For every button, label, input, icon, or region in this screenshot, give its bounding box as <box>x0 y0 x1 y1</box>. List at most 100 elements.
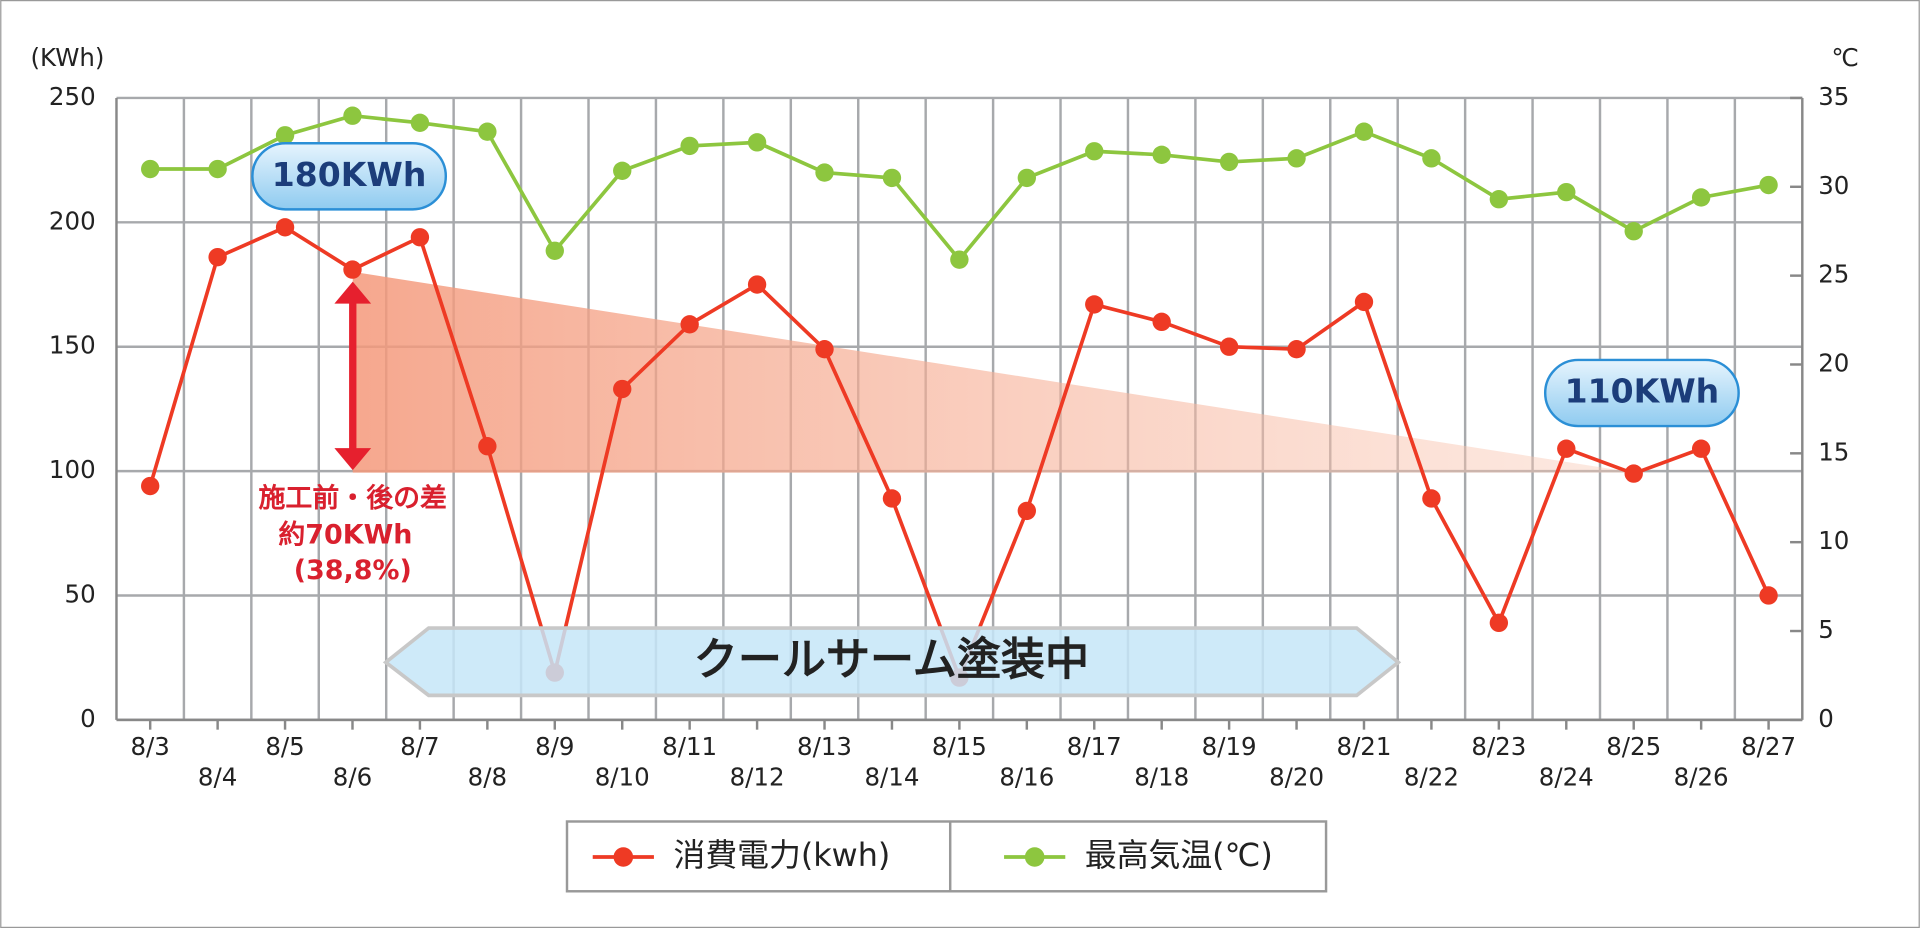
x-tick-label: 8/14 <box>864 763 919 792</box>
x-tick-label: 8/16 <box>999 763 1054 792</box>
diff-value: 約70KWh <box>278 519 412 551</box>
data-point <box>1354 292 1374 312</box>
callout-after <box>1543 358 1740 428</box>
y-tick-label: 100 <box>49 455 96 484</box>
y2-tick-label: 35 <box>1818 82 1849 111</box>
y2-tick-label: 20 <box>1818 348 1849 377</box>
data-point <box>1422 489 1441 508</box>
data-point <box>343 260 362 279</box>
data-point <box>478 437 497 456</box>
data-point <box>1691 188 1711 207</box>
data-point <box>815 163 834 182</box>
diff-title: 施工前・後の差 <box>259 482 447 514</box>
y-tick-label: 150 <box>49 331 96 360</box>
callout-text: 110KWh <box>1565 371 1720 410</box>
x-tick-label: 8/11 <box>662 732 717 761</box>
data-point <box>545 241 564 260</box>
data-point <box>1624 222 1643 241</box>
data-point <box>1691 439 1711 458</box>
y-tick-label: 50 <box>65 579 96 608</box>
data-point <box>1085 142 1104 161</box>
x-tick-label: 8/5 <box>265 732 304 761</box>
data-point <box>1422 149 1441 168</box>
x-tick-label: 8/9 <box>535 732 574 761</box>
data-point <box>478 122 497 141</box>
data-point <box>1152 145 1171 164</box>
x-tick-label: 8/8 <box>468 763 507 792</box>
data-point <box>1287 149 1306 168</box>
data-point <box>208 159 227 179</box>
x-tick-label: 8/10 <box>595 763 650 792</box>
y2-tick-label: 15 <box>1818 437 1849 466</box>
data-point <box>1759 586 1778 605</box>
data-point <box>275 218 295 237</box>
data-point <box>1489 190 1509 209</box>
legend <box>565 820 1328 893</box>
x-tick-label: 8/24 <box>1539 763 1594 792</box>
data-point <box>882 489 902 508</box>
x-tick-label: 8/18 <box>1134 763 1189 792</box>
data-point <box>747 275 767 294</box>
data-point <box>275 126 295 145</box>
y2-tick-label: 5 <box>1818 615 1834 644</box>
data-point <box>1219 152 1239 172</box>
x-tick-label: 8/25 <box>1606 732 1661 761</box>
y2-tick-label: 25 <box>1818 260 1849 289</box>
x-tick-label: 8/20 <box>1269 763 1324 792</box>
data-point <box>882 168 902 188</box>
legend-marker <box>613 847 634 867</box>
y2-tick-label: 0 <box>1818 704 1834 733</box>
x-tick-label: 8/22 <box>1404 763 1459 792</box>
data-point <box>410 113 430 133</box>
data-point <box>1624 464 1643 483</box>
y-unit: (KWh) <box>31 43 105 72</box>
data-point <box>1759 175 1778 195</box>
data-point <box>1152 312 1171 332</box>
y-tick-label: 0 <box>80 704 96 733</box>
y-tick-label: 200 <box>49 206 96 235</box>
data-point <box>680 136 699 156</box>
data-point <box>1489 613 1509 633</box>
callout-before <box>251 142 448 211</box>
data-point <box>815 340 834 359</box>
difference-triangle <box>352 271 1635 473</box>
y2-tick-label: 10 <box>1818 526 1849 555</box>
y-tick-label: 250 <box>49 82 96 111</box>
x-tick-label: 8/4 <box>198 763 237 792</box>
data-point <box>208 247 227 267</box>
x-tick-label: 8/6 <box>333 763 372 792</box>
arrow-head <box>334 281 372 304</box>
x-tick-label: 8/12 <box>730 763 785 792</box>
x-tick-label: 8/27 <box>1741 732 1796 761</box>
banner-text: クールサーム塗装中 <box>694 634 1089 685</box>
data-point <box>1017 168 1037 188</box>
data-point <box>1017 501 1037 521</box>
y2-unit: ℃ <box>1831 43 1858 72</box>
data-point <box>1085 295 1104 314</box>
data-point <box>343 106 362 125</box>
data-point <box>613 161 632 180</box>
x-tick-label: 8/13 <box>797 732 852 761</box>
data-point <box>1287 340 1306 359</box>
arrow-head <box>334 448 372 471</box>
data-point <box>141 476 160 496</box>
x-tick-label: 8/7 <box>400 732 439 761</box>
x-tick-label: 8/3 <box>130 732 169 761</box>
x-tick-label: 8/19 <box>1202 732 1257 761</box>
x-tick-label: 8/21 <box>1337 732 1392 761</box>
data-point <box>613 379 632 399</box>
data-point <box>1354 122 1374 141</box>
data-point <box>1219 337 1239 356</box>
data-point <box>410 228 430 247</box>
data-point <box>141 159 160 179</box>
y2-tick-label: 30 <box>1818 171 1849 200</box>
x-tick-label: 8/23 <box>1471 732 1526 761</box>
diff-percent: (38,8%) <box>294 555 412 586</box>
x-tick-label: 8/15 <box>932 732 987 761</box>
legend-marker <box>1024 847 1045 867</box>
data-point <box>747 133 767 152</box>
x-tick-label: 8/17 <box>1067 732 1122 761</box>
callout-text: 180KWh <box>272 155 427 194</box>
